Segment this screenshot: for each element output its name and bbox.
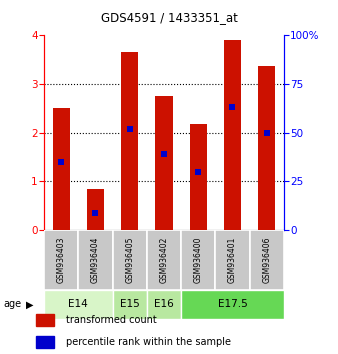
Bar (147, 290, 181, 319)
Point (58, 159, 64, 165)
Text: E17.5: E17.5 (218, 299, 247, 309)
Text: E16: E16 (154, 299, 174, 309)
Point (127, 126, 132, 132)
Text: GSM936405: GSM936405 (125, 237, 134, 284)
Text: age: age (3, 299, 22, 309)
Bar (87, 189, 104, 230)
Bar (78, 230, 113, 290)
Text: GDS4591 / 1433351_at: GDS4591 / 1433351_at (101, 11, 237, 24)
Point (161, 151, 167, 157)
Text: GSM936400: GSM936400 (194, 237, 203, 284)
Bar (113, 290, 147, 319)
Bar (181, 290, 284, 319)
Text: GSM936402: GSM936402 (160, 237, 168, 284)
Point (230, 104, 235, 110)
Point (93, 210, 98, 215)
Bar (44, 290, 113, 319)
Bar (113, 230, 147, 290)
Bar (258, 65, 275, 230)
Bar (37, 314, 54, 326)
Bar (190, 124, 207, 230)
Bar (147, 230, 181, 290)
Point (264, 130, 269, 136)
Text: E15: E15 (120, 299, 140, 309)
Text: ▶: ▶ (26, 299, 34, 309)
Bar (215, 230, 250, 290)
Text: percentile rank within the sample: percentile rank within the sample (66, 337, 231, 347)
Text: transformed count: transformed count (66, 315, 157, 325)
Bar (224, 40, 241, 230)
Bar (181, 230, 215, 290)
Text: GSM936403: GSM936403 (56, 237, 66, 284)
Text: GSM936406: GSM936406 (262, 237, 271, 284)
Text: E14: E14 (68, 299, 88, 309)
Bar (44, 230, 78, 290)
Text: GSM936401: GSM936401 (228, 237, 237, 284)
Bar (155, 96, 172, 230)
Bar (52, 108, 70, 230)
Point (195, 169, 201, 175)
Text: GSM936404: GSM936404 (91, 237, 100, 284)
Bar (37, 336, 54, 348)
Bar (121, 52, 138, 230)
Bar (250, 230, 284, 290)
